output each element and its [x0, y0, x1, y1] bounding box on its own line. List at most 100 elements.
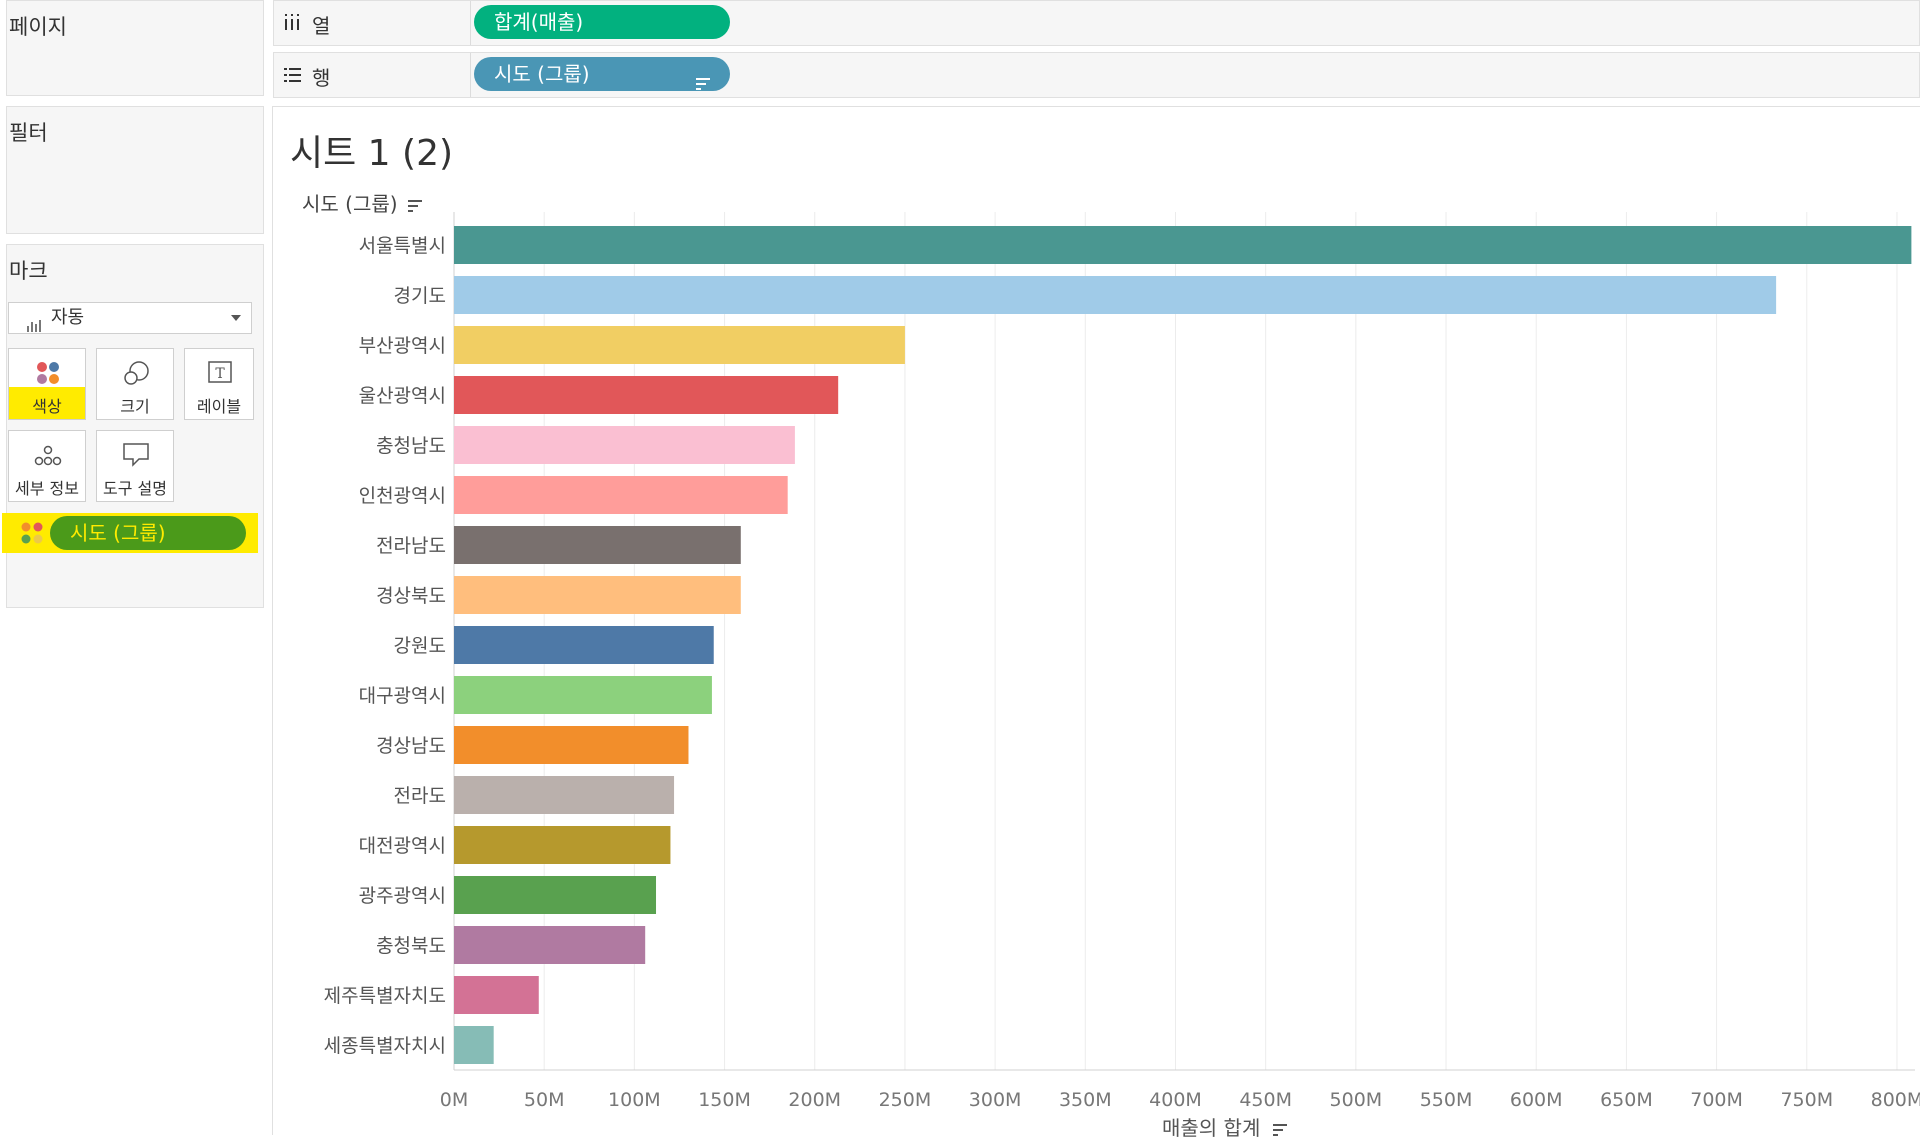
category-label: 세종특별자치시 — [324, 1035, 446, 1057]
x-tick-label: 500M — [1330, 1089, 1383, 1111]
bar[interactable] — [454, 776, 675, 814]
x-tick-label: 250M — [879, 1089, 932, 1111]
bar[interactable] — [454, 926, 646, 964]
category-label: 서울특별시 — [359, 235, 446, 257]
color-dots-icon — [20, 521, 44, 545]
size-button[interactable]: 크기 — [96, 348, 174, 420]
bar[interactable] — [454, 976, 539, 1014]
columns-shelf: 열 합계(매출) — [273, 0, 1920, 46]
color-highlight — [9, 387, 85, 419]
category-label: 대구광역시 — [359, 685, 446, 707]
bar[interactable] — [454, 476, 788, 514]
category-label: 광주광역시 — [359, 885, 446, 907]
x-axis-title-label: 매출의 합계 — [1162, 1116, 1261, 1140]
category-label: 경기도 — [394, 285, 446, 307]
bar[interactable] — [454, 876, 657, 914]
worksheet-border — [272, 106, 1920, 1135]
rows-icon — [284, 67, 302, 87]
x-tick-label: 550M — [1420, 1089, 1473, 1111]
bar[interactable] — [454, 376, 839, 414]
rows-label: 행 — [312, 66, 331, 90]
x-tick-label: 200M — [788, 1089, 841, 1111]
tooltip-button-label: 도구 설명 — [103, 479, 167, 498]
bar[interactable] — [454, 276, 1777, 314]
category-label: 경상북도 — [376, 585, 446, 607]
bar[interactable] — [454, 426, 795, 464]
label-t-icon: T — [185, 359, 253, 387]
tooltip-button[interactable]: 도구 설명 — [96, 430, 174, 502]
x-tick-label: 400M — [1149, 1089, 1202, 1111]
x-tick-label: 450M — [1239, 1089, 1292, 1111]
marks-title: 마크 — [9, 259, 48, 283]
bar[interactable] — [454, 676, 712, 714]
filters-title: 필터 — [9, 121, 48, 145]
pages-panel: 페이지 — [6, 0, 264, 96]
color-button[interactable]: 색상 — [8, 348, 86, 420]
bar-chart-icon — [27, 312, 41, 332]
row-header-label: 시도 (그룹) — [302, 192, 398, 216]
bar[interactable] — [454, 526, 741, 564]
x-tick-label: 750M — [1780, 1089, 1833, 1111]
columns-label: 열 — [312, 14, 331, 38]
mark-type-dropdown[interactable]: 자동 — [8, 302, 252, 334]
category-label: 전라남도 — [376, 535, 446, 557]
x-tick-label: 600M — [1510, 1089, 1563, 1111]
x-tick-label: 350M — [1059, 1089, 1112, 1111]
x-tick-label: 150M — [698, 1089, 751, 1111]
category-label: 부산광역시 — [359, 335, 446, 357]
label-button[interactable]: T 레이블 — [184, 348, 254, 420]
detail-button-label: 세부 정보 — [15, 479, 79, 498]
color-dots-icon — [9, 359, 85, 387]
marks-panel: 마크 — [6, 244, 264, 608]
pages-title: 페이지 — [9, 15, 67, 39]
category-label: 전라도 — [394, 785, 446, 807]
x-tick-label: 650M — [1600, 1089, 1653, 1111]
mark-type-label: 자동 — [51, 307, 85, 328]
size-circles-icon — [97, 359, 173, 387]
x-tick-label: 700M — [1690, 1089, 1743, 1111]
color-button-label: 색상 — [32, 397, 62, 416]
shelf-divider — [470, 53, 471, 97]
rows-shelf: 행 시도 (그룹) — [273, 52, 1920, 98]
size-button-label: 크기 — [120, 397, 150, 416]
bar[interactable] — [454, 326, 905, 364]
detail-dots-icon — [9, 441, 85, 469]
sort-descending-icon[interactable] — [407, 194, 422, 218]
sort-descending-icon — [696, 67, 710, 101]
sheet-title: 시트 1 (2) — [290, 133, 454, 174]
row-header: 시도 (그룹) — [302, 188, 422, 218]
sort-descending-icon[interactable] — [1272, 1118, 1287, 1142]
columns-pill[interactable]: 합계(매출) — [474, 5, 730, 39]
x-tick-label: 50M — [524, 1089, 565, 1111]
category-label: 대전광역시 — [359, 835, 446, 857]
category-label: 경상남도 — [376, 735, 446, 757]
label-button-label: 레이블 — [196, 397, 242, 416]
svg-text:T: T — [215, 366, 225, 382]
bar[interactable] — [454, 226, 1912, 264]
tooltip-bubble-icon — [97, 441, 173, 469]
category-label: 강원도 — [394, 635, 446, 657]
rows-pill[interactable]: 시도 (그룹) — [474, 57, 730, 91]
bar[interactable] — [454, 726, 689, 764]
x-tick-label: 100M — [608, 1089, 661, 1111]
category-label: 울산광역시 — [359, 385, 446, 407]
category-label: 인천광역시 — [359, 485, 446, 507]
bar[interactable] — [454, 576, 741, 614]
chevron-down-icon — [231, 315, 241, 321]
color-field-pill[interactable]: 시도 (그룹) — [50, 516, 246, 550]
x-axis-title: 매출의 합계 — [1162, 1112, 1287, 1142]
rows-pill-label: 시도 (그룹) — [494, 62, 590, 86]
x-tick-label: 0M — [440, 1089, 468, 1111]
bar[interactable] — [454, 1026, 494, 1064]
x-tick-label: 300M — [969, 1089, 1022, 1111]
columns-icon — [284, 13, 300, 35]
bar[interactable] — [454, 826, 671, 864]
bar-chart: 0M 50M 100M 150M 200M 250M 300M 350M 400M 450M 500… — [324, 212, 1920, 1111]
category-label: 충청북도 — [376, 935, 446, 957]
category-label: 제주특별자치도 — [324, 985, 446, 1007]
bar[interactable] — [454, 626, 714, 664]
shelf-divider — [470, 1, 471, 45]
x-tick-label: 800M — [1871, 1089, 1920, 1111]
category-label: 충청남도 — [376, 435, 446, 457]
detail-button[interactable]: 세부 정보 — [8, 430, 86, 502]
